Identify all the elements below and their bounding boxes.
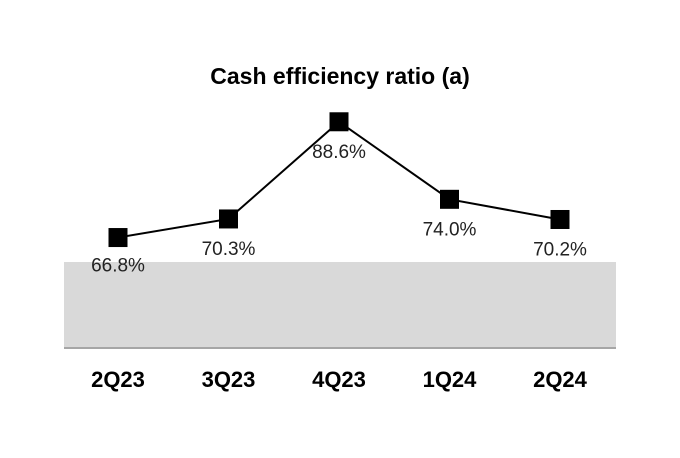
category-label-4Q23: 4Q23: [312, 367, 366, 392]
data-label-3Q23: 70.3%: [202, 239, 256, 260]
data-label-2Q24: 70.2%: [533, 239, 587, 260]
shaded-band: [64, 262, 616, 348]
marker-1Q24: [440, 189, 459, 209]
chart-title: Cash efficiency ratio (a): [210, 63, 469, 89]
category-label-2Q24: 2Q24: [533, 367, 588, 392]
marker-2Q23: [108, 228, 128, 248]
markers-group: [108, 112, 570, 248]
marker-2Q24: [550, 209, 570, 229]
series-line: [117, 120, 561, 239]
category-labels-group: 2Q23 3Q23 4Q23 1Q24 2Q24: [91, 367, 588, 392]
data-label-4Q23: 88.6%: [312, 142, 366, 163]
category-label-3Q23: 3Q23: [202, 367, 256, 392]
category-label-2Q23: 2Q23: [91, 367, 145, 392]
marker-4Q23: [329, 112, 349, 132]
data-label-2Q23: 66.8%: [91, 256, 145, 277]
category-label-1Q24: 1Q24: [423, 367, 478, 392]
data-label-1Q24: 74.0%: [423, 219, 477, 240]
data-labels-group: 66.8% 70.3% 88.6% 74.0% 70.2%: [91, 142, 587, 277]
marker-3Q23: [219, 209, 238, 229]
